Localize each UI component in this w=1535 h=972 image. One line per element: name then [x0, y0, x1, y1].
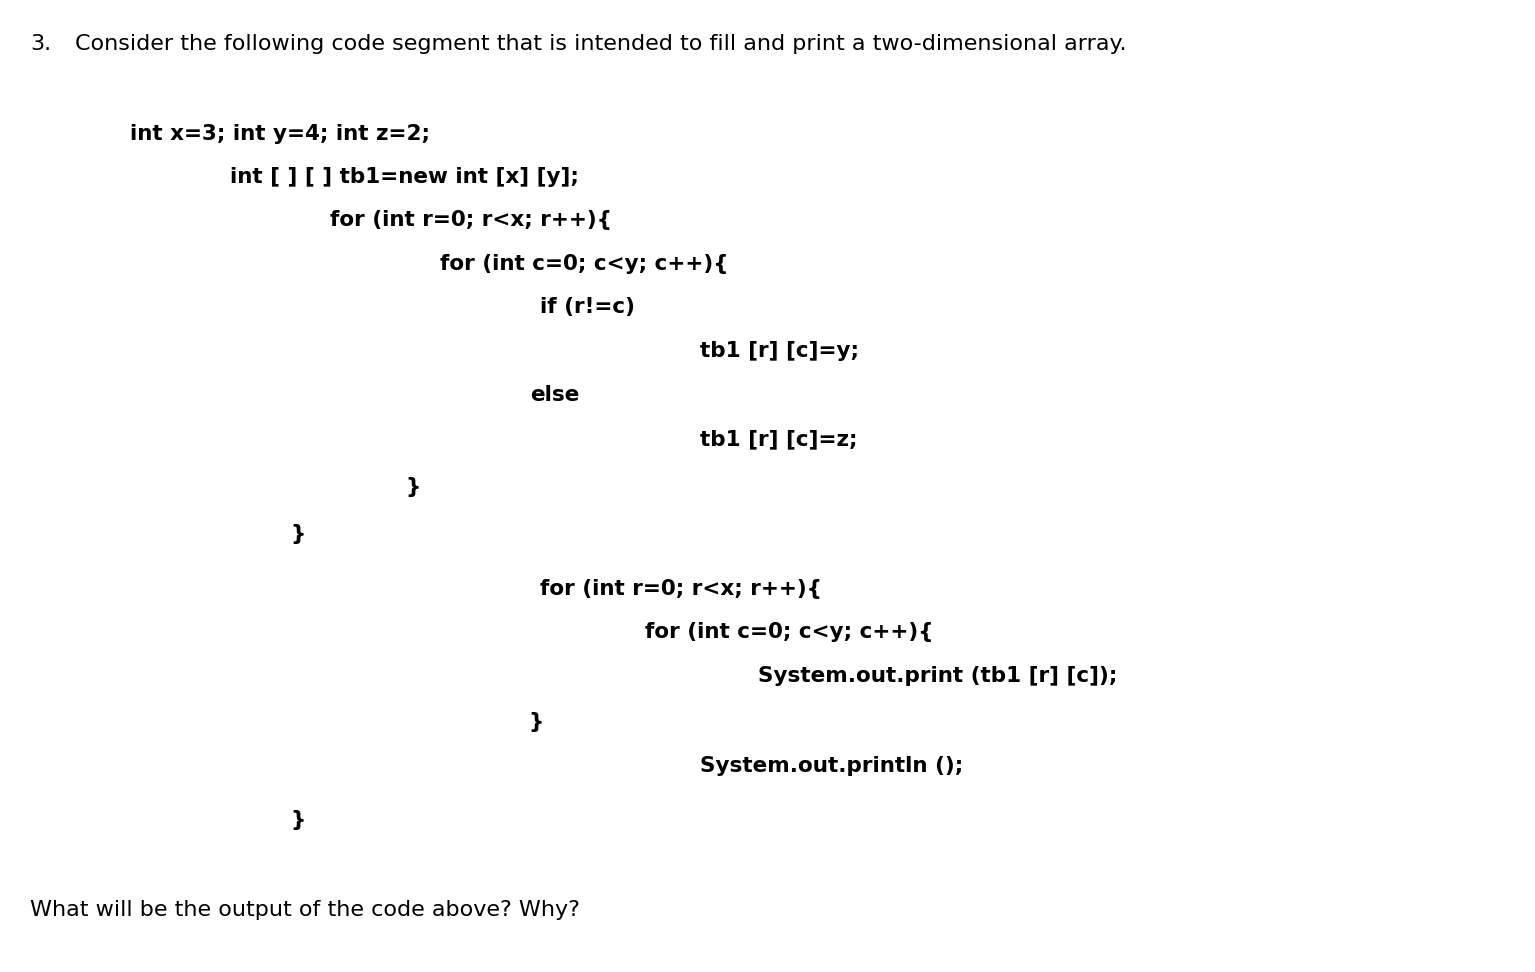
- Text: else: else: [530, 385, 579, 405]
- Text: What will be the output of the code above? Why?: What will be the output of the code abov…: [31, 900, 580, 920]
- Text: for (int c=0; c<y; c++){: for (int c=0; c<y; c++){: [645, 622, 933, 642]
- Text: }: }: [290, 524, 305, 544]
- Text: System.out.println ();: System.out.println ();: [700, 756, 964, 776]
- Text: }: }: [290, 810, 305, 830]
- Text: }: }: [528, 712, 543, 732]
- Text: int x=3; int y=4; int z=2;: int x=3; int y=4; int z=2;: [130, 124, 430, 144]
- Text: tb1 [r] [c]=y;: tb1 [r] [c]=y;: [700, 341, 860, 361]
- Text: tb1 [r] [c]=z;: tb1 [r] [c]=z;: [700, 429, 858, 449]
- Text: for (int r=0; r<x; r++){: for (int r=0; r<x; r++){: [540, 579, 823, 599]
- Text: 3.: 3.: [31, 34, 51, 54]
- Text: for (int c=0; c<y; c++){: for (int c=0; c<y; c++){: [441, 254, 729, 274]
- Text: for (int r=0; r<x; r++){: for (int r=0; r<x; r++){: [330, 210, 612, 230]
- Text: System.out.print (tb1 [r] [c]);: System.out.print (tb1 [r] [c]);: [758, 666, 1117, 686]
- Text: int [ ] [ ] tb1=new int [x] [y];: int [ ] [ ] tb1=new int [x] [y];: [230, 167, 579, 187]
- Text: }: }: [405, 477, 421, 497]
- Text: Consider the following code segment that is intended to fill and print a two-dim: Consider the following code segment that…: [75, 34, 1127, 54]
- Text: if (r!=c): if (r!=c): [540, 297, 635, 317]
